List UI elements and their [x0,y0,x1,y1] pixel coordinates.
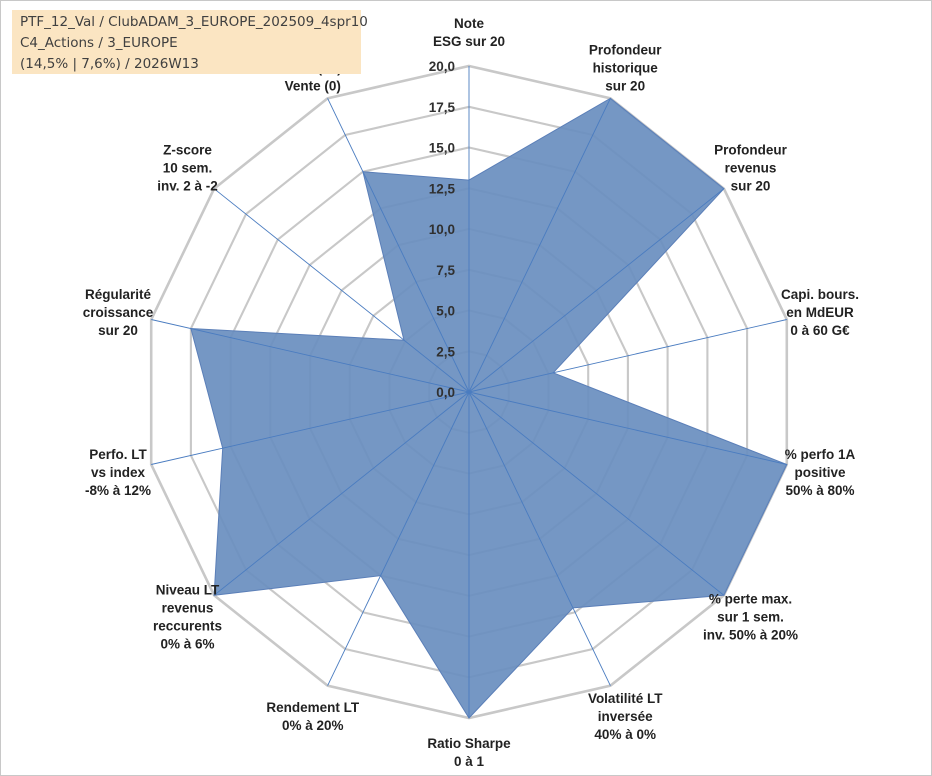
radar-series [151,66,788,719]
axis-spoke-12 [213,188,470,393]
axis-label-12: Z-score 10 sem. inv. 2 à -2 [157,142,218,193]
tick-label-5: 12,5 [429,181,456,196]
axis-spoke-3 [468,319,787,393]
axis-label-11: Régularité croissance sur 20 [83,287,154,338]
axis-label-9: Niveau LT revenus reccurents 0% à 6% [153,582,222,651]
axis-spoke-8 [327,391,470,686]
axis-spoke-4 [468,391,787,465]
axis-label-3: Capi. bours. en MdEUR 0 à 60 G€ [781,287,859,338]
axis-label-1: Profondeur historique sur 20 [589,43,662,94]
tick-label-2: 5,0 [436,304,455,319]
tick-label-6: 15,0 [429,141,455,156]
tick-label-8: 20,0 [429,59,455,74]
axis-spoke-9 [213,391,470,596]
tick-label-3: 7,5 [436,263,455,278]
radial-tick-labels: 0,0 2,5 5,0 7,5 10,0 12,5 15,0 17,5 20,0 [429,59,456,400]
axis-spoke-5 [468,391,725,596]
tick-label-0: 0,0 [436,385,455,400]
portfolio-category: C4_Actions / 3_EUROPE [20,35,178,51]
portfolio-name: PTF_12_Val / ClubADAM_3_EUROPE_202509_4s… [20,14,368,30]
axis-spoke-1 [468,98,611,393]
axis-label-0: Note ESG sur 20 [433,16,505,49]
axis-spoke-6 [468,391,611,686]
axis-label-8: Rendement LT 0% à 20% [266,700,360,733]
axis-spoke-2 [468,188,725,393]
axis-label-2: Profondeur revenus sur 20 [714,142,787,193]
axis-label-10: Perfo. LT vs index -8% à 12% [85,447,151,498]
axis-label-6: Volatilité LT inversée 40% à 0% [588,691,663,742]
axis-spoke-11 [151,319,470,393]
tick-label-4: 10,0 [429,222,455,237]
axis-label-7: Ratio Sharpe 0 à 1 [427,736,511,769]
axis-spoke-10 [151,391,470,465]
tick-label-1: 2,5 [436,344,455,359]
portfolio-stats: (14,5% | 7,6%) / 2026W13 [20,56,199,72]
portfolio-info-box: PTF_12_Val / ClubADAM_3_EUROPE_202509_4s… [12,10,368,74]
axis-spoke-13 [327,98,470,393]
tick-label-7: 17,5 [429,100,456,115]
axis-labels: Note ESG sur 20 Profondeur historique sur 20… [83,16,859,769]
axis-label-4: % perfo 1A positive 50% à 80% [785,447,856,498]
axis-label-5: % perte max. sur 1 sem. inv. 50% à 20% [703,591,798,642]
